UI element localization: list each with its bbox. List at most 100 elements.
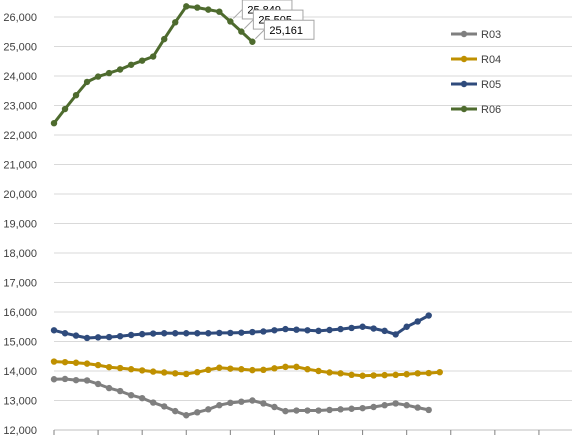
series-r06 xyxy=(50,3,256,127)
y-tick-label: 26,000 xyxy=(3,12,37,24)
data-point xyxy=(337,325,344,333)
data-point xyxy=(138,367,146,374)
y-tick-label: 22,000 xyxy=(3,130,37,142)
data-point xyxy=(127,391,135,399)
data-point xyxy=(105,363,113,371)
data-point xyxy=(282,363,289,371)
data-point xyxy=(72,376,80,384)
data-point xyxy=(172,19,179,26)
data-point xyxy=(138,330,146,338)
data-point xyxy=(271,403,278,411)
data-point xyxy=(149,368,157,375)
data-point xyxy=(293,326,300,333)
y-tick-label: 25,000 xyxy=(3,42,37,54)
data-point xyxy=(183,370,190,378)
data-point xyxy=(315,367,322,375)
data-point xyxy=(403,402,410,409)
legend-swatch-marker xyxy=(460,30,468,38)
data-point xyxy=(293,363,300,371)
data-point xyxy=(326,326,333,334)
data-point xyxy=(326,369,333,376)
data-point xyxy=(227,365,234,372)
data-point xyxy=(50,327,58,334)
legend-label: R05 xyxy=(481,79,501,91)
data-point xyxy=(271,327,278,334)
data-point xyxy=(183,330,190,337)
data-point xyxy=(238,366,245,373)
data-point xyxy=(359,323,366,330)
data-point xyxy=(392,371,399,379)
series-r04 xyxy=(50,358,443,379)
data-point xyxy=(83,360,91,367)
data-point xyxy=(238,28,245,35)
series-r05 xyxy=(50,312,432,342)
data-point xyxy=(238,329,245,336)
data-point xyxy=(161,369,168,376)
data-point xyxy=(260,328,267,335)
y-tick-label: 21,000 xyxy=(3,160,37,172)
series-r03 xyxy=(50,375,432,419)
data-point xyxy=(348,324,355,332)
data-point xyxy=(359,404,366,412)
data-point xyxy=(249,38,256,45)
data-point xyxy=(72,332,80,339)
data-point xyxy=(116,66,124,73)
legend-swatch-marker xyxy=(460,80,468,88)
data-point xyxy=(293,407,300,414)
data-point xyxy=(315,407,322,414)
data-point xyxy=(161,403,168,410)
data-point xyxy=(194,4,201,11)
series-lines xyxy=(50,3,443,419)
data-point xyxy=(116,387,124,395)
y-tick-label: 24,000 xyxy=(3,71,37,83)
data-point xyxy=(183,412,190,419)
data-point xyxy=(216,364,223,371)
data-point xyxy=(83,377,91,384)
data-point xyxy=(127,366,135,373)
data-point xyxy=(61,358,69,366)
data-point xyxy=(194,368,201,376)
y-tick-label: 17,000 xyxy=(3,278,37,290)
data-point xyxy=(392,331,399,338)
data-point xyxy=(304,327,311,334)
data-point xyxy=(161,35,168,43)
data-point xyxy=(105,333,113,341)
legend-swatch-marker xyxy=(460,105,468,113)
data-point xyxy=(370,325,377,332)
data-point xyxy=(425,406,432,414)
data-point xyxy=(94,73,102,80)
data-label: 25,161 xyxy=(269,25,303,37)
callout-leader xyxy=(244,19,254,29)
data-point xyxy=(337,370,344,377)
data-point xyxy=(260,366,267,374)
data-point xyxy=(172,370,179,377)
data-point xyxy=(205,330,212,337)
data-point xyxy=(348,405,355,412)
data-point xyxy=(216,329,223,337)
legend-label: R06 xyxy=(481,104,501,116)
data-point xyxy=(425,369,432,377)
data-point xyxy=(282,407,289,415)
data-point xyxy=(50,358,58,365)
y-tick-label: 14,000 xyxy=(3,366,37,378)
data-point xyxy=(414,404,421,411)
data-point xyxy=(94,361,102,369)
data-point xyxy=(249,366,256,374)
data-point xyxy=(392,400,399,407)
data-point xyxy=(381,327,388,335)
data-point xyxy=(436,368,443,376)
data-point xyxy=(83,78,91,86)
data-point xyxy=(127,331,135,339)
legend-item-r05: R05 xyxy=(451,79,501,91)
data-point xyxy=(238,398,245,405)
legend-item-r06: R06 xyxy=(451,104,501,116)
data-point xyxy=(61,330,69,337)
data-point xyxy=(216,402,223,409)
data-point xyxy=(315,327,322,335)
callout-leader xyxy=(232,9,243,19)
y-tick-label: 18,000 xyxy=(3,248,37,260)
data-point xyxy=(304,366,311,373)
data-point xyxy=(414,370,421,377)
data-point xyxy=(381,402,388,409)
